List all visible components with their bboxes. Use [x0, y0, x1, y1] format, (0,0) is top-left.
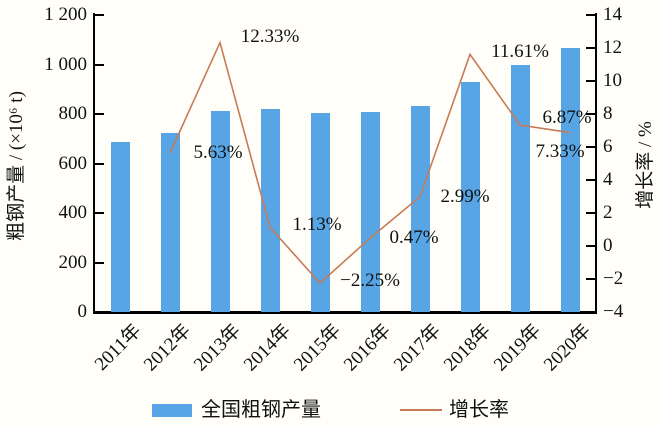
right-axis-tick-label: 8	[603, 103, 613, 124]
bar-2017年	[410, 106, 430, 312]
right-axis-tick	[586, 212, 595, 214]
bar-2012年	[160, 132, 180, 312]
right-axis-tick-label: 14	[603, 4, 622, 25]
right-axis-tick	[586, 179, 595, 181]
left-axis-tick-label: 0	[77, 301, 88, 322]
bar-2020年	[560, 48, 580, 312]
x-axis-spine	[93, 311, 597, 314]
x-tick-label-2013年: 2013年	[189, 320, 246, 376]
right-axis-tick-label: 2	[603, 202, 613, 223]
left-axis-tick	[95, 212, 104, 214]
right-axis-tick-label: −2	[603, 268, 624, 289]
left-axis-tick	[95, 14, 104, 16]
x-tick-label-2017年: 2017年	[389, 320, 446, 376]
y-axis-left-spine	[93, 13, 95, 314]
legend-line-swatch	[400, 409, 442, 411]
right-axis-tick-label: −4	[603, 301, 624, 322]
y-axis-label-right: 增长率 / %	[635, 121, 656, 209]
growth-rate-value-label-2019年: 7.33%	[535, 141, 585, 162]
bar-2015年	[310, 113, 330, 312]
bar-2019年	[510, 65, 530, 312]
left-axis-tick	[95, 113, 104, 115]
x-tick-label-2019年: 2019年	[489, 320, 546, 376]
growth-rate-value-label-2017年: 2.99%	[440, 186, 490, 207]
right-axis-tick-label: 10	[603, 70, 622, 91]
right-axis-tick	[586, 311, 595, 313]
right-axis-tick	[586, 80, 595, 82]
right-axis-tick-label: 0	[603, 235, 613, 256]
x-tick-label-2014年: 2014年	[239, 320, 296, 376]
bar-2014年	[260, 108, 280, 312]
x-tick-label-2020年: 2020年	[539, 320, 596, 376]
growth-rate-value-label-2018年: 11.61%	[491, 41, 549, 62]
x-tick-label-2016年: 2016年	[339, 320, 396, 376]
y-axis-label-left: 粗钢产量 / (×10⁶ t)	[6, 91, 27, 241]
left-axis-tick-label: 1 200	[44, 4, 87, 25]
right-axis-tick	[586, 278, 595, 280]
right-axis-tick	[586, 47, 595, 49]
growth-rate-value-label-2016年: 0.47%	[389, 227, 439, 248]
left-axis-tick-label: 400	[58, 202, 88, 223]
left-axis-tick-label: 200	[58, 251, 88, 273]
left-axis-tick-label: 800	[58, 103, 88, 124]
x-tick-label-2011年: 2011年	[90, 320, 146, 375]
legend-bar-label: 全国粗钢产量	[201, 399, 321, 421]
growth-rate-value-label-2020年: 6.87%	[542, 107, 592, 128]
right-axis-tick-label: 4	[603, 169, 613, 190]
left-axis-tick	[95, 311, 104, 313]
right-axis-tick-label: 12	[603, 37, 622, 58]
right-axis-tick-label: 6	[603, 136, 613, 157]
left-axis-tick-label: 600	[58, 152, 88, 174]
y-axis-right-spine	[595, 13, 597, 314]
right-axis-tick	[586, 113, 595, 115]
legend-bar-swatch	[152, 403, 192, 417]
x-tick-label-2012年: 2012年	[139, 320, 196, 376]
growth-rate-value-label-2013年: 12.33%	[240, 26, 300, 47]
bar-2013年	[210, 110, 230, 312]
legend-item-production: 全国粗钢产量	[152, 399, 321, 421]
right-axis-tick	[586, 146, 595, 148]
right-axis-tick	[586, 14, 595, 16]
left-axis-tick	[95, 162, 104, 165]
growth-rate-value-label-2012年: 5.63%	[193, 142, 243, 163]
legend-line-label: 增长率	[449, 399, 509, 421]
left-axis-tick	[95, 63, 104, 66]
right-axis-tick	[586, 245, 595, 247]
legend-item-growth-rate: 增长率	[400, 399, 509, 421]
bar-2011年	[110, 142, 130, 312]
left-axis-tick-label: 1 000	[44, 53, 87, 75]
x-tick-label-2018年: 2018年	[439, 320, 496, 376]
left-axis-tick	[95, 261, 104, 264]
x-tick-label-2015年: 2015年	[289, 320, 346, 376]
growth-rate-value-label-2014年: 1.13%	[292, 214, 342, 235]
growth-rate-value-label-2015年: −2.25%	[340, 270, 400, 291]
